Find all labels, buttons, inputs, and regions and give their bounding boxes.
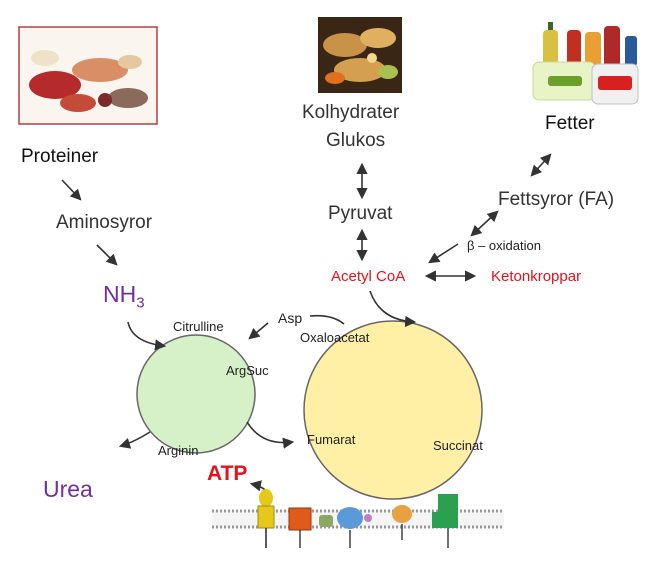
label-arginin: Arginin xyxy=(158,443,199,458)
fat-food-photo xyxy=(532,22,639,105)
label-fetter: Fetter xyxy=(545,113,595,134)
arrow-proteiner-to-aminosyror xyxy=(61,179,82,201)
label-oxaloacetat: Oxaloacetat xyxy=(300,330,370,345)
arrow-asp-to-argsuc xyxy=(248,322,269,340)
label-aminosyror: Aminosyror xyxy=(56,212,153,233)
arrow-nh3-to-urea-cycle xyxy=(127,321,167,351)
electron-transport-membrane xyxy=(212,489,504,548)
label-fettsyror: Fettsyror (FA) xyxy=(498,189,615,210)
label-acetyl-coa: Acetyl CoA xyxy=(331,268,406,285)
label-asp: Asp xyxy=(278,310,303,326)
arrow-aminosyror-to-nh3 xyxy=(96,244,118,266)
arrow-oxaloacetat-to-asp xyxy=(309,314,345,325)
label-pyruvat: Pyruvat xyxy=(328,203,393,224)
carb-food-photo xyxy=(318,17,402,93)
label-kolhydrater: Kolhydrater xyxy=(302,102,400,123)
label-fumarat: Fumarat xyxy=(307,432,356,447)
label-nh3-sub: 3 xyxy=(136,294,145,312)
label-succinat: Succinat xyxy=(433,438,483,453)
label-argsuc: ArgSuc xyxy=(226,363,269,378)
arrow-urea-cycle-to-urea xyxy=(118,431,151,449)
label-citrulline: Citrulline xyxy=(173,319,224,334)
label-urea: Urea xyxy=(43,476,93,502)
label-proteiner: Proteiner xyxy=(21,146,99,167)
urea-cycle-circle xyxy=(136,334,256,454)
arrow-fettsyror-betaox xyxy=(470,210,499,237)
label-nh3: NH3 xyxy=(103,283,145,311)
label-glukos: Glukos xyxy=(326,130,386,151)
arrow-fetter-fettsyror xyxy=(530,153,552,177)
arrow-acetylcoa-to-tca xyxy=(369,290,417,328)
label-ketonkroppar: Ketonkroppar xyxy=(491,268,582,285)
citric-acid-cycle-circle xyxy=(303,320,483,500)
arrow-urea-cycle-to-fumarat xyxy=(246,421,295,449)
label-nh3-base: NH xyxy=(103,281,137,307)
label-beta-oxidation: β – oxidation xyxy=(467,238,541,253)
protein-food-photo xyxy=(18,26,158,125)
label-atp: ATP xyxy=(207,462,248,485)
arrow-betaox-acetylcoa xyxy=(428,243,459,264)
